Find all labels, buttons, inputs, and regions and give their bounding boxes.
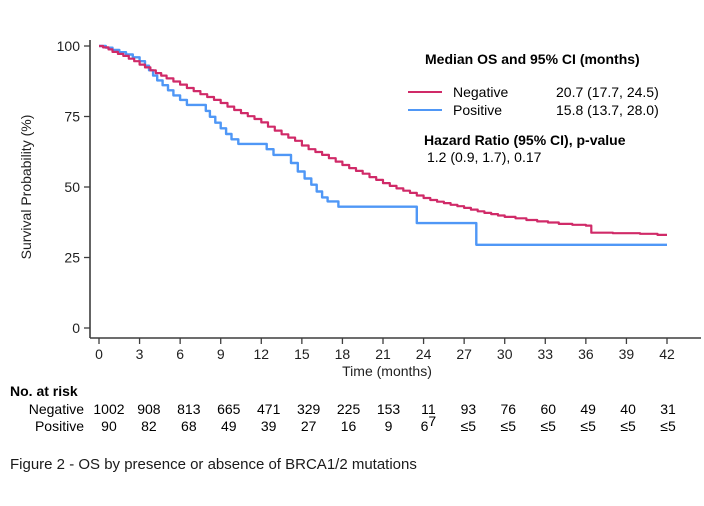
- risk-value-cell: 665: [217, 401, 241, 417]
- x-tick-label: 0: [95, 346, 103, 362]
- legend-label-negative: Negative: [453, 84, 509, 100]
- risk-value-cell: 40: [620, 401, 636, 417]
- risk-value-cell: 49: [220, 418, 237, 434]
- y-axis-title: Survival Probability (%): [18, 115, 34, 260]
- y-tick-label: 50: [64, 179, 80, 195]
- risk-value-cell: ≤5: [460, 418, 477, 434]
- km-curve-negative: [99, 44, 667, 236]
- risk-value-cell: 82: [141, 418, 157, 434]
- hazard-ratio-title: Hazard Ratio (95% CI), p-value: [424, 132, 626, 148]
- risk-value-cell: 31: [660, 401, 676, 417]
- risk-value-cell: 49: [580, 401, 596, 417]
- x-tick-label: 3: [136, 346, 144, 362]
- risk-value-cell: 908: [137, 401, 161, 417]
- risk-row-label-negative: Negative: [28, 401, 84, 417]
- risk-value-cell: 11: [421, 401, 436, 417]
- x-tick-label: 36: [578, 346, 594, 362]
- x-tick-label: 39: [619, 346, 635, 362]
- x-tick-label: 15: [294, 346, 310, 362]
- x-tick-label: 6: [176, 346, 184, 362]
- legend-label-positive: Positive: [453, 102, 503, 118]
- figure-caption: Figure 2 - OS by presence or absence of …: [10, 456, 417, 473]
- x-tick-label: 30: [497, 346, 513, 362]
- x-tick-label: 24: [416, 346, 432, 362]
- risk-value-cell: 27: [300, 418, 317, 434]
- risk-value-cell: 813: [177, 401, 201, 417]
- km-curve-positive: [99, 44, 667, 246]
- risk-value-cell: 1002: [93, 401, 125, 417]
- x-tick-label: 18: [335, 346, 351, 362]
- risk-value-cell: ≤5: [580, 418, 596, 434]
- risk-value-cell: 67: [420, 413, 437, 434]
- y-tick-label: 0: [72, 320, 80, 336]
- x-tick-label: 33: [537, 346, 553, 362]
- number-at-risk-header: No. at risk: [10, 383, 78, 399]
- risk-value-cell: ≤5: [620, 418, 636, 434]
- number-at-risk-table: Negative 1002 908 813 665 471 329 225 153 11 93 76 6…: [0, 401, 688, 435]
- risk-value-cell: 39: [260, 418, 277, 434]
- y-tick-label: 100: [57, 38, 81, 54]
- legend-value-negative: 20.7 (17.7, 24.5): [556, 84, 659, 100]
- risk-value-cell: 16: [340, 418, 357, 434]
- x-tick-label: 42: [659, 346, 675, 362]
- risk-value-cell: 60: [540, 401, 557, 417]
- x-tick-label: 9: [217, 346, 225, 362]
- risk-value-cell: 329: [296, 401, 321, 417]
- overlapping-digit: 7: [428, 413, 437, 429]
- x-tick-label: 12: [253, 346, 269, 362]
- legend: Negative 20.7 (17.7, 24.5) Positive 15.8…: [408, 83, 659, 119]
- legend-title: Median OS and 95% CI (months): [425, 51, 640, 67]
- risk-value-cell: 93: [460, 401, 477, 417]
- positive-line-swatch: [408, 109, 442, 111]
- hazard-ratio-value: 1.2 (0.9, 1.7), 0.17: [427, 149, 542, 165]
- risk-value-cell: 90: [101, 418, 117, 434]
- risk-value-cell: 225: [336, 401, 361, 417]
- risk-value-cell: ≤5: [500, 418, 517, 434]
- risk-value-cell: 9: [384, 418, 393, 434]
- risk-value-cell: 68: [181, 418, 197, 434]
- legend-row-negative: Negative 20.7 (17.7, 24.5): [408, 83, 659, 101]
- risk-row-label-positive: Positive: [34, 418, 84, 434]
- risk-value-cell: ≤5: [540, 418, 556, 434]
- risk-value-cell: ≤5: [660, 418, 676, 434]
- risk-value-cell: 153: [376, 401, 401, 417]
- legend-value-positive: 15.8 (13.7, 28.0): [556, 102, 659, 118]
- y-tick-label: 25: [64, 250, 80, 266]
- x-axis-title: Time (months): [342, 363, 432, 379]
- x-tick-label: 27: [456, 346, 472, 362]
- risk-value-cell: 76: [500, 401, 517, 417]
- y-tick-label: 75: [64, 109, 80, 125]
- negative-line-swatch: [408, 91, 442, 93]
- legend-row-positive: Positive 15.8 (13.7, 28.0): [408, 101, 659, 119]
- x-tick-label: 21: [375, 346, 391, 362]
- risk-value-cell: 471: [257, 401, 281, 417]
